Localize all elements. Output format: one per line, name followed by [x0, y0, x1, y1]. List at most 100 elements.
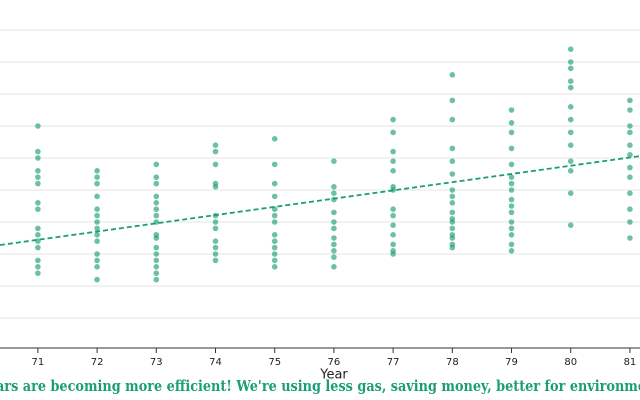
point [508, 241, 515, 248]
point [94, 251, 100, 257]
point [94, 238, 100, 244]
point [508, 161, 515, 168]
point [153, 251, 160, 257]
point [627, 107, 633, 113]
point [94, 232, 100, 238]
trend-line [0, 155, 640, 246]
point [153, 244, 160, 251]
point [449, 200, 456, 206]
point [35, 168, 41, 174]
point [35, 264, 41, 270]
x-tick-label: 75 [268, 357, 281, 368]
annotation: ars are becoming more efficient! We're u… [0, 377, 640, 395]
point [508, 248, 515, 254]
point [212, 184, 219, 190]
point [35, 225, 41, 232]
x-tick-label: 76 [328, 357, 341, 368]
point [271, 251, 278, 257]
point [567, 142, 574, 148]
x-tick-label: 78 [446, 357, 459, 368]
point [331, 248, 337, 254]
point [35, 180, 41, 187]
point [331, 219, 337, 225]
point [94, 174, 100, 180]
point [627, 129, 633, 136]
point [449, 145, 456, 152]
point [153, 212, 160, 219]
point [390, 212, 396, 219]
point [35, 148, 41, 155]
point [567, 65, 574, 72]
point [271, 232, 278, 238]
x-tick-label: 81 [624, 357, 637, 368]
point [627, 152, 633, 158]
point [449, 171, 456, 177]
point [271, 212, 278, 219]
point [627, 97, 633, 104]
x-tick-label: 73 [150, 357, 163, 368]
point [567, 104, 574, 110]
point [35, 244, 41, 251]
point [94, 206, 100, 212]
point [567, 46, 574, 52]
point [567, 222, 574, 228]
point [627, 174, 633, 180]
point [627, 219, 633, 225]
point [35, 206, 41, 212]
point [390, 129, 396, 136]
point [153, 174, 160, 180]
point [153, 206, 160, 212]
point [212, 244, 219, 251]
point [271, 193, 278, 200]
grid [0, 29, 640, 319]
point [153, 161, 160, 168]
point [390, 148, 396, 155]
point [627, 123, 633, 129]
point [508, 187, 515, 193]
point [212, 219, 219, 225]
point [508, 209, 515, 216]
point [331, 158, 337, 164]
point [153, 270, 160, 277]
point [627, 206, 633, 212]
point [271, 136, 278, 142]
point [331, 225, 337, 232]
point [449, 244, 456, 251]
point [449, 225, 456, 232]
point [153, 276, 160, 283]
point [567, 129, 574, 136]
point [627, 142, 633, 148]
point [35, 257, 41, 264]
points [0, 46, 640, 283]
point [271, 238, 278, 244]
point [567, 59, 574, 65]
point [153, 193, 160, 200]
point [94, 168, 100, 174]
point [567, 84, 574, 91]
point [271, 180, 278, 187]
point [449, 193, 456, 200]
point [449, 187, 456, 193]
point [94, 264, 100, 270]
point [35, 123, 41, 129]
point [153, 264, 160, 270]
point [508, 107, 515, 113]
x-axis: 71 72 73 74 75 76 77 78 79 80 81 [0, 347, 640, 368]
point [271, 264, 278, 270]
point [449, 235, 456, 241]
point [390, 168, 396, 174]
point [212, 148, 219, 155]
point [331, 264, 337, 270]
point [153, 257, 160, 264]
point [567, 190, 574, 196]
point [390, 116, 396, 123]
point [153, 235, 160, 241]
point [331, 235, 337, 241]
point [35, 270, 41, 277]
point [153, 200, 160, 206]
point [508, 219, 515, 225]
point [508, 174, 515, 180]
point [331, 190, 337, 196]
point [390, 222, 396, 228]
